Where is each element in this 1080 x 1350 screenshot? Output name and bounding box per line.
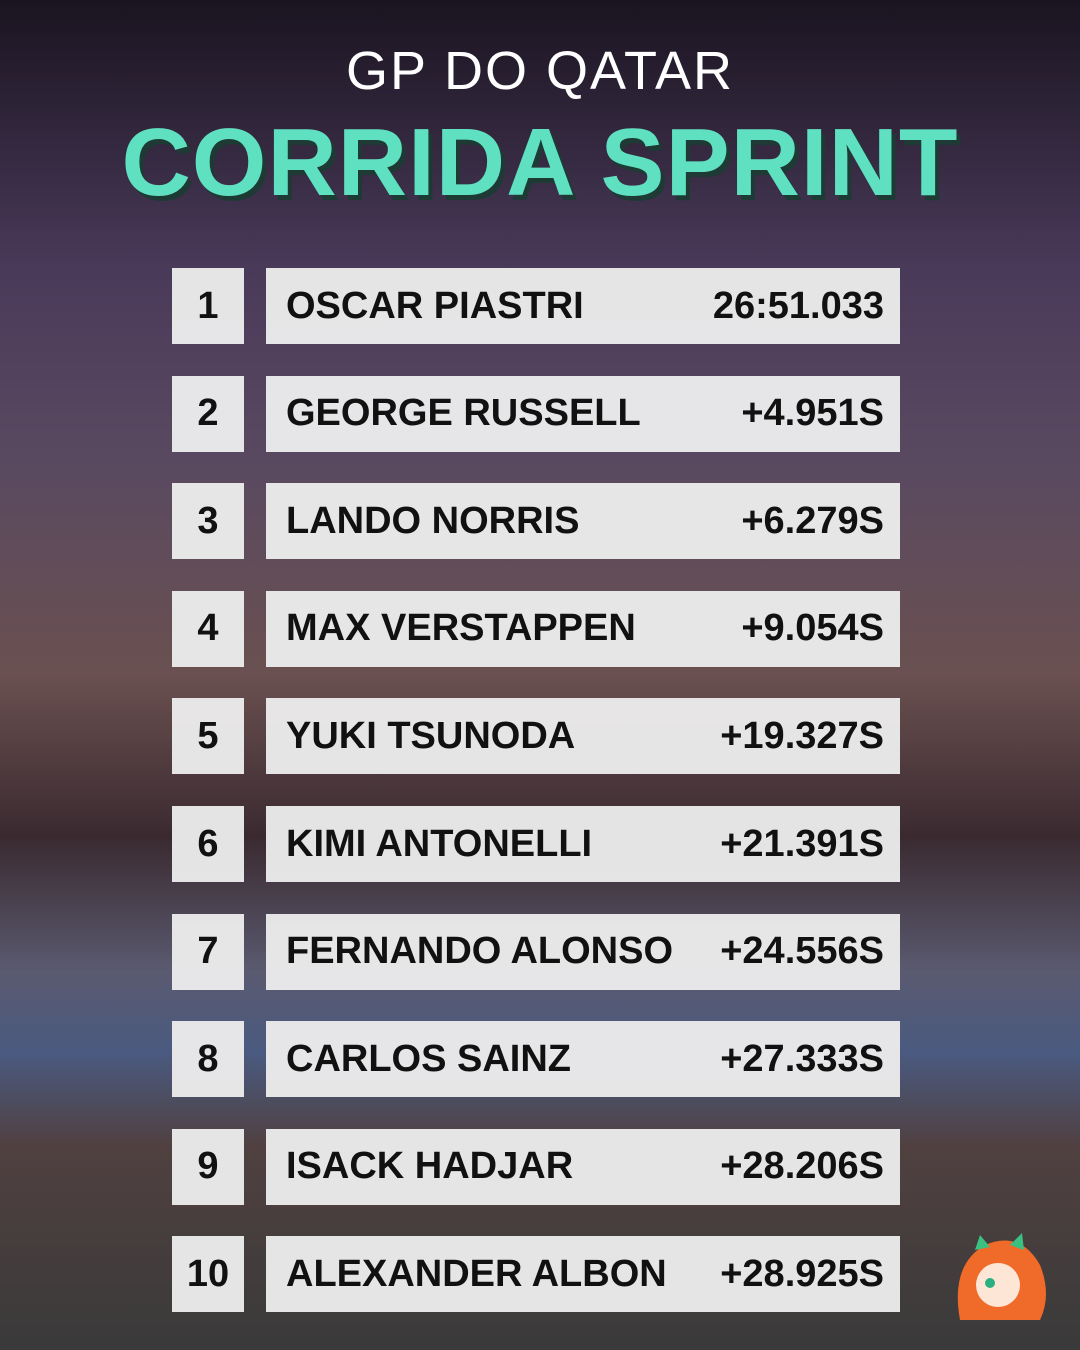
subtitle: GP DO QATAR — [345, 41, 735, 101]
race-time: +9.054S — [741, 607, 884, 650]
position: 7 — [172, 913, 244, 990]
position: 3 — [172, 483, 244, 560]
driver-name: LANDO NORRIS — [286, 499, 580, 542]
position: 9 — [172, 1128, 244, 1205]
race-time: +21.391S — [720, 822, 884, 865]
result-row: KIMI ANTONELLI +21.391S — [266, 806, 900, 882]
driver-name: ALEXANDER ALBON — [286, 1252, 667, 1295]
position: 6 — [172, 806, 244, 882]
race-time: +28.206S — [720, 1145, 884, 1188]
result-row: ALEXANDER ALBON +28.925S — [266, 1236, 900, 1313]
race-time: +19.327S — [720, 714, 884, 757]
position: 2 — [172, 375, 244, 452]
position: 10 — [172, 1236, 244, 1313]
position: 8 — [172, 1021, 244, 1098]
position: 5 — [172, 698, 244, 775]
driver-name: GEORGE RUSSELL — [286, 392, 641, 435]
driver-name: MAX VERSTAPPEN — [286, 607, 636, 650]
race-time: +27.333S — [720, 1037, 884, 1080]
race-time: +24.556S — [720, 930, 884, 973]
result-row: ISACK HADJAR +28.206S — [266, 1128, 900, 1205]
driver-name: ISACK HADJAR — [286, 1145, 574, 1188]
result-row: LANDO NORRIS +6.279S — [266, 483, 900, 560]
result-row: CARLOS SAINZ +27.333S — [266, 1021, 900, 1098]
driver-name: YUKI TSUNODA — [286, 714, 576, 757]
position: 1 — [172, 268, 244, 344]
race-time: +28.925S — [720, 1252, 884, 1295]
driver-name: OSCAR PIASTRI — [286, 284, 584, 327]
race-time: +4.951S — [741, 392, 884, 435]
driver-name: KIMI ANTONELLI — [286, 822, 593, 865]
result-row: MAX VERSTAPPEN +9.054S — [266, 590, 900, 667]
title: CORRIDA SPRINT — [121, 109, 959, 216]
position: 4 — [172, 590, 244, 667]
mascot-icon — [957, 1233, 1046, 1320]
result-row: GEORGE RUSSELL +4.951S — [266, 375, 900, 452]
result-row: YUKI TSUNODA +19.327S — [266, 698, 900, 775]
driver-name: FERNANDO ALONSO — [286, 930, 674, 973]
driver-name: CARLOS SAINZ — [286, 1037, 571, 1080]
race-time: +6.279S — [741, 499, 884, 542]
result-row: OSCAR PIASTRI 26:51.033 — [266, 268, 900, 344]
result-row: FERNANDO ALONSO +24.556S — [266, 913, 900, 990]
race-time: 26:51.033 — [712, 284, 884, 327]
